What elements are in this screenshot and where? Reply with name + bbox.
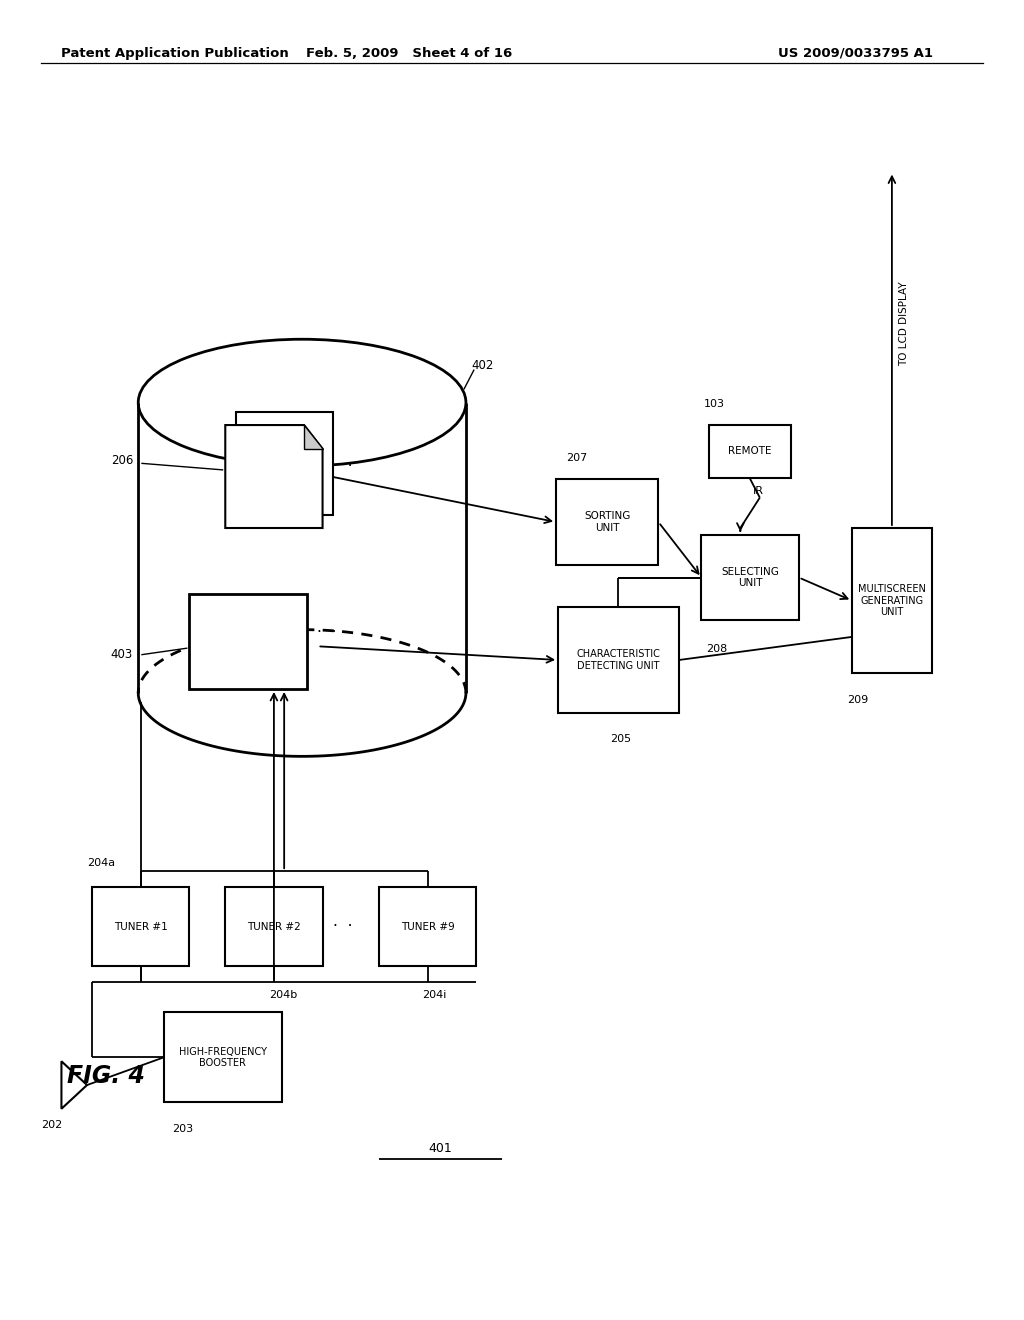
Text: 209: 209 bbox=[847, 694, 868, 705]
Text: SORTING
UNIT: SORTING UNIT bbox=[584, 511, 631, 533]
Polygon shape bbox=[304, 425, 323, 449]
Text: MULTISCREEN
GENERATING
UNIT: MULTISCREEN GENERATING UNIT bbox=[858, 583, 926, 618]
Text: Patent Application Publication: Patent Application Publication bbox=[61, 46, 289, 59]
Text: Feb. 5, 2009   Sheet 4 of 16: Feb. 5, 2009 Sheet 4 of 16 bbox=[306, 46, 513, 59]
Text: TUNER #9: TUNER #9 bbox=[400, 921, 455, 932]
Text: 206: 206 bbox=[111, 454, 133, 467]
Text: 205: 205 bbox=[610, 734, 632, 744]
Text: 208: 208 bbox=[707, 644, 728, 655]
Bar bbox=[164, 1012, 282, 1102]
Bar bbox=[92, 887, 189, 966]
Text: 403: 403 bbox=[111, 648, 133, 661]
Text: 202: 202 bbox=[41, 1119, 62, 1130]
Text: US 2009/0033795 A1: US 2009/0033795 A1 bbox=[778, 46, 933, 59]
Text: 203: 203 bbox=[172, 1123, 194, 1134]
Text: TUNER #2: TUNER #2 bbox=[247, 921, 301, 932]
Text: REMOTE: REMOTE bbox=[728, 446, 771, 457]
Text: ·  ·: · · bbox=[333, 919, 352, 935]
Bar bbox=[379, 887, 476, 966]
Text: 204b: 204b bbox=[268, 990, 297, 1001]
Bar bbox=[701, 535, 799, 620]
Text: HIGH-FREQUENCY
BOOSTER: HIGH-FREQUENCY BOOSTER bbox=[179, 1047, 266, 1068]
Text: ·  ·: · · bbox=[333, 459, 352, 474]
Text: FIG. 4: FIG. 4 bbox=[67, 1064, 144, 1088]
Bar bbox=[558, 607, 679, 713]
Bar bbox=[852, 528, 932, 673]
Text: 207: 207 bbox=[566, 453, 588, 463]
Text: ·  ·: · · bbox=[317, 624, 337, 639]
Text: 103: 103 bbox=[703, 399, 725, 409]
Text: TUNER #1: TUNER #1 bbox=[114, 921, 168, 932]
Text: IR: IR bbox=[754, 486, 764, 496]
Bar bbox=[709, 425, 791, 478]
Bar bbox=[189, 594, 307, 689]
Polygon shape bbox=[225, 425, 323, 528]
Text: SELECTING
UNIT: SELECTING UNIT bbox=[721, 566, 779, 589]
Bar bbox=[556, 479, 658, 565]
Text: 204a: 204a bbox=[87, 858, 115, 869]
Text: 204i: 204i bbox=[422, 990, 446, 1001]
Text: CHARACTERISTIC
DETECTING UNIT: CHARACTERISTIC DETECTING UNIT bbox=[577, 649, 660, 671]
Bar bbox=[225, 887, 323, 966]
Text: 402: 402 bbox=[471, 359, 494, 372]
Bar bbox=[236, 412, 333, 515]
Text: 401: 401 bbox=[428, 1142, 453, 1155]
Text: TO LCD DISPLAY: TO LCD DISPLAY bbox=[899, 281, 909, 366]
